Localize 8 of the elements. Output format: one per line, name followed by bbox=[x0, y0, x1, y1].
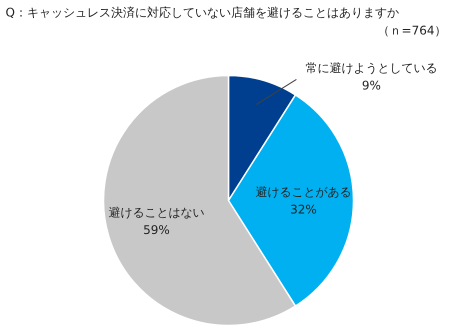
chart-title: Q：キャッシュレス決済に対応していない店舗を避けることはありますか bbox=[6, 6, 399, 20]
slice-label: 避けることはない bbox=[108, 206, 204, 220]
data-label: 9% bbox=[362, 78, 381, 93]
slice-label: 常に避けようとしている bbox=[305, 61, 438, 76]
data-label: 59% bbox=[143, 223, 170, 238]
data-label: 32% bbox=[290, 202, 317, 216]
slice-label: 避けることがある bbox=[256, 184, 352, 199]
chart-subtitle: （ｎ=764） bbox=[378, 24, 447, 38]
